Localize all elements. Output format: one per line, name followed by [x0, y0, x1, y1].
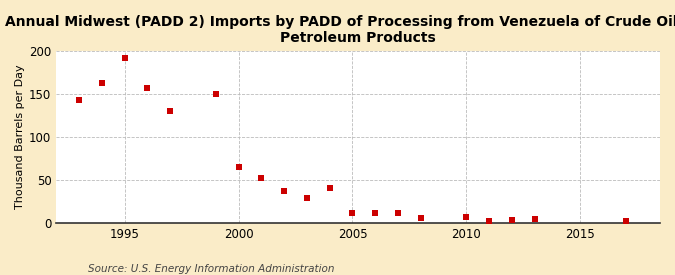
Point [97, 81, 107, 86]
Point [324, 186, 335, 191]
Point [74, 97, 84, 102]
Y-axis label: Thousand Barrels per Day: Thousand Barrels per Day [15, 64, 25, 209]
Point [347, 210, 358, 215]
Point [119, 56, 130, 60]
Point [256, 176, 267, 180]
Point [620, 219, 631, 223]
Point [211, 91, 221, 96]
Point [393, 211, 404, 216]
Point [484, 219, 495, 223]
Point [142, 86, 153, 90]
Point [506, 218, 517, 222]
Title: Annual Midwest (PADD 2) Imports by PADD of Processing from Venezuela of Crude Oi: Annual Midwest (PADD 2) Imports by PADD … [5, 15, 675, 45]
Point [461, 215, 472, 219]
Point [165, 109, 176, 113]
Point [233, 165, 244, 169]
Point [279, 189, 290, 193]
Point [370, 211, 381, 216]
Point [529, 216, 540, 221]
Point [415, 216, 426, 220]
Point [302, 196, 313, 200]
Text: Source: U.S. Energy Information Administration: Source: U.S. Energy Information Administ… [88, 264, 334, 274]
